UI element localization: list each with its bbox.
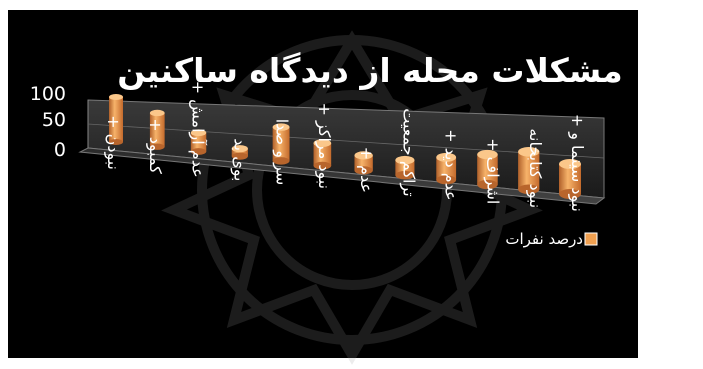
legend-swatch — [584, 232, 598, 246]
x-tick-label: نبود سینما و + — [567, 114, 587, 212]
bar-base — [149, 143, 165, 150]
x-axis-labels: نبودن + کمبود + عدم آرامش + بوی بد سر و صدا ن… — [103, 81, 587, 212]
bar — [109, 94, 123, 145]
bar-body — [518, 151, 540, 190]
bar — [518, 146, 540, 195]
bar-base — [395, 170, 415, 180]
bar — [149, 109, 165, 150]
bar — [313, 139, 332, 170]
bar — [231, 145, 248, 160]
x-tick-label: تراکم جمعیت — [398, 108, 418, 196]
bar — [477, 149, 498, 190]
bar-cap — [231, 145, 248, 153]
legend-label: درصد نفرات — [505, 230, 583, 248]
x-tick-label: بوی بد — [230, 138, 250, 181]
bar — [395, 155, 415, 180]
x-tick-label: عدم دید + — [441, 129, 460, 200]
chart-title: مشکلات محله از دیدگاه ساکنین — [117, 51, 623, 91]
x-tick-label: اشراف + — [483, 138, 503, 204]
bar-base — [231, 152, 248, 160]
x-tick-label: نبودن + — [103, 115, 123, 170]
legend: درصد نفرات — [505, 230, 598, 248]
bar-base — [313, 161, 332, 170]
x-tick-label: سر و صدا — [272, 119, 292, 186]
bar-cap — [149, 109, 165, 117]
bar-base — [109, 139, 123, 145]
bar-body — [354, 155, 373, 171]
bar-cap — [109, 94, 123, 100]
bar-cap — [477, 149, 498, 160]
bar-cap — [436, 152, 457, 162]
bar-base — [272, 157, 290, 165]
bar-body — [559, 164, 581, 194]
bar-cap — [518, 146, 540, 157]
bar-body — [313, 143, 332, 166]
y-tick-label: 0 — [54, 139, 66, 161]
x-tick-label: کمبود + — [145, 118, 165, 174]
bar-body — [395, 160, 415, 176]
plot-walls — [78, 99, 606, 205]
bar-base — [477, 179, 498, 190]
bar-base — [354, 166, 373, 175]
bar-base — [436, 175, 457, 185]
bar-cap — [272, 123, 290, 131]
x-tick-label: عدم آرامش + — [187, 81, 207, 178]
bar-body — [436, 157, 457, 180]
bar-cap — [559, 159, 581, 169]
bar-body — [231, 148, 248, 157]
bar-base — [559, 189, 581, 199]
y-axis: 100 50 0 — [30, 83, 66, 161]
bar — [354, 151, 373, 175]
bar — [559, 159, 581, 199]
bar-body — [109, 97, 123, 142]
bar — [436, 152, 457, 185]
bar-cap — [190, 129, 207, 137]
x-tick-label: عدم + — [357, 147, 376, 193]
y-tick-label: 100 — [30, 83, 66, 105]
bar-base — [190, 148, 207, 155]
bar — [272, 123, 290, 165]
bar — [190, 129, 207, 155]
y-tick-label: 50 — [42, 109, 66, 131]
bar-series — [109, 94, 581, 199]
x-tick-label: نبود مراکز + — [314, 103, 334, 190]
bar-cap — [313, 139, 332, 148]
bar-base — [518, 184, 540, 195]
bar-body — [272, 127, 290, 161]
bar-body — [149, 112, 165, 147]
bar-body — [190, 132, 207, 152]
x-tick-label: نبود کتابخانه — [525, 128, 545, 208]
bar-body — [477, 154, 498, 185]
bar-cap — [395, 155, 415, 165]
bar-cap — [354, 151, 373, 160]
